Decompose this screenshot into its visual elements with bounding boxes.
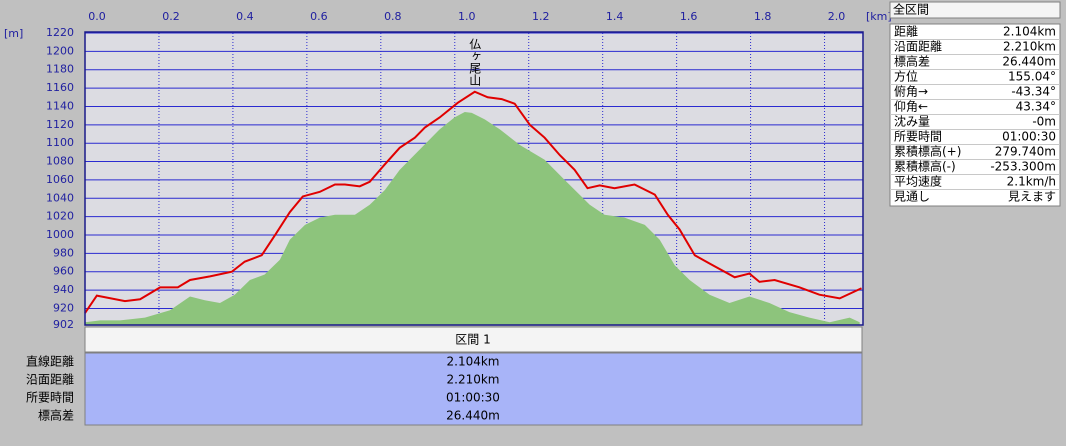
- section-label: 沿面距離: [26, 373, 74, 387]
- x-tick-label: 1.8: [754, 10, 772, 23]
- x-tick-label: 1.6: [680, 10, 698, 23]
- x-tick-label: 1.4: [606, 10, 624, 23]
- summary-label: 標高差: [894, 54, 930, 69]
- x-tick-label: 0.6: [310, 10, 328, 23]
- plot-border: [84, 31, 864, 326]
- summary-value: 279.740m: [995, 145, 1056, 159]
- y-tick-label: 1100: [46, 136, 74, 149]
- summary-value: -253.300m: [990, 160, 1056, 174]
- summary-value: 2.104km: [1003, 25, 1056, 39]
- y-tick-label: 902: [53, 318, 74, 331]
- y-axis-label: [m]: [4, 27, 23, 40]
- summary-header: [889, 1, 1061, 19]
- summary-title: 全区間: [893, 2, 929, 17]
- summary-label: 所要時間: [894, 130, 942, 144]
- summary-value: -43.34°: [1011, 85, 1056, 99]
- summary-label: 累積標高(-): [894, 159, 956, 174]
- summary-label: 沿面距離: [894, 40, 942, 54]
- y-tick-label: 1020: [46, 210, 74, 223]
- summary-label: 平均速度: [894, 174, 942, 189]
- summary-value: 26.440m: [1002, 55, 1056, 69]
- y-tick-label: 1140: [46, 99, 74, 112]
- x-tick-label: 0.2: [162, 10, 180, 23]
- y-tick-label: 960: [53, 265, 74, 278]
- y-tick-label: 1040: [46, 191, 74, 204]
- y-tick-label: 1120: [46, 118, 74, 131]
- section-value: 2.104km: [447, 355, 500, 369]
- summary-value: -0m: [1032, 115, 1056, 129]
- x-tick-label: 0.8: [384, 10, 402, 23]
- y-tick-label: 1180: [46, 63, 74, 76]
- y-tick-label: 1220: [46, 26, 74, 39]
- x-tick-label: 0.4: [236, 10, 254, 23]
- x-axis-label: [km]: [866, 10, 892, 23]
- summary-label: 方位: [894, 69, 918, 84]
- summary-label: 俯角→: [894, 84, 928, 99]
- peak-label: 仏ヶ尾山: [468, 38, 482, 86]
- section-value: 01:00:30: [446, 391, 500, 405]
- summary-value: 2.210km: [1003, 40, 1056, 54]
- x-tick-label: 1.2: [532, 10, 550, 23]
- y-tick-label: 1060: [46, 173, 74, 186]
- y-tick-label: 920: [53, 301, 74, 314]
- summary-value: 01:00:30: [1002, 130, 1056, 144]
- plot: [84, 32, 863, 326]
- section-label: 所要時間: [26, 391, 74, 405]
- y-tick-label: 1080: [46, 155, 74, 168]
- section-header: [84, 326, 863, 353]
- x-tick-label: 0.0: [88, 10, 106, 23]
- y-tick-label: 940: [53, 283, 74, 296]
- summary-label: 累積標高(+): [894, 144, 961, 159]
- y-tick-label: 1200: [46, 44, 74, 57]
- summary-value: 見えます: [1008, 190, 1056, 204]
- section-value: 26.440m: [446, 409, 500, 423]
- y-tick-label: 980: [53, 246, 74, 259]
- tables: 距離 2.104km 沿面距離 2.210km 標高差 26.440m 方位 155.04° 俯…: [26, 25, 1060, 423]
- summary-label: 距離: [894, 25, 918, 39]
- summary-label: 沈み量: [894, 114, 930, 129]
- summary-label: 仰角←: [894, 99, 928, 114]
- summary-value: 43.34°: [1016, 100, 1056, 114]
- y-tick-label: 1000: [46, 228, 74, 241]
- y-tick-label: 1160: [46, 81, 74, 94]
- summary-value: 2.1km/h: [1007, 175, 1056, 189]
- x-tick-label: 2.0: [828, 10, 846, 23]
- section-title: 区間 1: [455, 333, 490, 347]
- summary-label: 見通し: [894, 190, 930, 204]
- profile-line: [84, 90, 862, 314]
- summary-value: 155.04°: [1008, 70, 1056, 84]
- x-tick-label: 1.0: [458, 10, 476, 23]
- section-label: 直線距離: [26, 354, 74, 369]
- terrain-area: [85, 111, 860, 325]
- section-value: 2.210km: [447, 373, 500, 387]
- section-label: 標高差: [38, 408, 74, 423]
- section-body: [84, 352, 863, 426]
